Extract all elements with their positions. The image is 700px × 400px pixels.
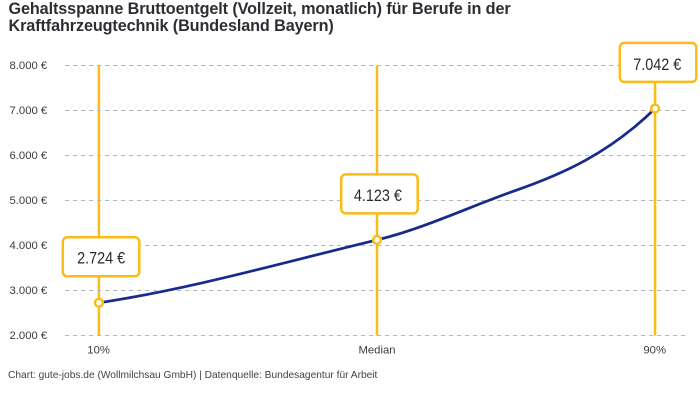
svg-text:10%: 10% [87, 344, 110, 356]
svg-text:5.000 €: 5.000 € [10, 195, 48, 207]
svg-text:Median: Median [358, 344, 395, 356]
svg-text:7.000 €: 7.000 € [10, 105, 48, 117]
svg-text:2.000 €: 2.000 € [10, 330, 48, 342]
svg-text:8.000 €: 8.000 € [10, 60, 48, 72]
svg-text:4.123 €: 4.123 € [354, 186, 402, 205]
svg-text:3.000 €: 3.000 € [10, 285, 48, 297]
svg-text:2.724 €: 2.724 € [77, 248, 125, 267]
svg-text:6.000 €: 6.000 € [10, 150, 48, 162]
svg-text:90%: 90% [643, 344, 666, 356]
svg-text:7.042 €: 7.042 € [633, 55, 681, 74]
svg-text:4.000 €: 4.000 € [10, 240, 48, 252]
